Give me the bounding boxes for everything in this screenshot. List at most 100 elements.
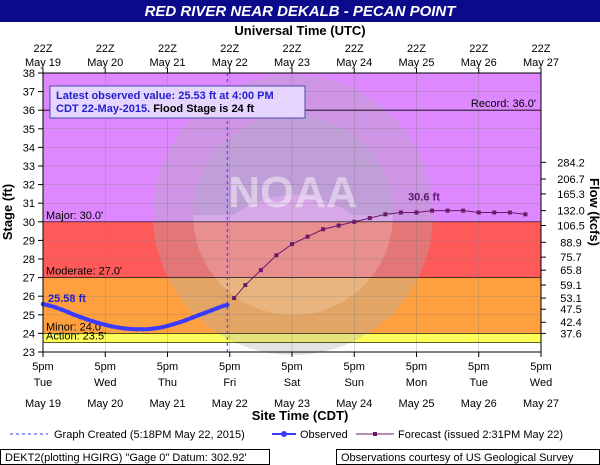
cdt-tick-time: 5pm <box>468 361 489 373</box>
stage-tick-label: 28 <box>23 254 35 266</box>
utc-tick-time: 22Z <box>469 43 488 55</box>
stage-tick-label: 24 <box>23 328 35 340</box>
stage-tick-label: 31 <box>23 198 35 210</box>
cdt-tick-day: Sun <box>344 377 364 389</box>
cdt-tick-date: May 20 <box>87 398 123 410</box>
legend-observed: Observed <box>300 429 348 441</box>
infobox-background <box>49 85 306 119</box>
threshold-label-major: Major: 30.0' <box>46 210 103 222</box>
utc-tick-time: 22Z <box>220 43 239 55</box>
cdt-tick-date: May 19 <box>25 398 61 410</box>
observed-point <box>215 305 220 311</box>
threshold-label-minor: Minor: 24.0' <box>46 321 103 333</box>
footer-datum: DEKT2(plotting HGIRG) "Gage 0" Datum: 30… <box>5 452 247 464</box>
utc-tick-date: May 21 <box>149 57 185 69</box>
flow-tick-label: 59.1 <box>560 280 581 292</box>
forecast-point <box>321 227 326 232</box>
right-axis-title: Flow (kcfs) <box>587 178 600 246</box>
utc-tick-date: May 22 <box>212 57 248 69</box>
flow-tick-label: 47.5 <box>560 304 581 316</box>
flow-tick-label: 284.2 <box>557 157 585 169</box>
utc-tick-time: 22Z <box>345 43 364 55</box>
observed-point <box>47 303 52 308</box>
cdt-tick-day: Tue <box>469 377 488 389</box>
legend: Graph Created (5:18PM May 22, 2015) Obse… <box>10 429 563 441</box>
flow-tick-label: 206.7 <box>557 174 585 186</box>
watermark-bird <box>193 115 393 215</box>
utc-tick-date: May 19 <box>25 57 61 69</box>
flow-tick-label: 165.3 <box>557 189 585 201</box>
observed-point <box>59 307 64 312</box>
observed-point <box>84 317 89 322</box>
cdt-tick-day: Wed <box>530 377 552 389</box>
axes: 23 24 25 26 27 28 29 30 31 32 33 34 35 36 37 38 37.642.4… <box>23 43 585 410</box>
observed-point <box>140 327 145 332</box>
left-axis-title: Stage (ft) <box>0 184 15 240</box>
flow-tick-label: 106.5 <box>557 221 585 233</box>
observed-point <box>225 302 230 308</box>
flow-tick-label: 53.1 <box>560 293 581 305</box>
forecast-point <box>507 210 512 215</box>
stage-tick-label: 38 <box>23 68 35 80</box>
flow-tick-label: 75.7 <box>560 252 581 264</box>
forecast-point <box>290 242 294 247</box>
stage-tick-label: 27 <box>23 273 35 285</box>
utc-tick-date: May 27 <box>523 57 559 69</box>
chart-title: RED RIVER NEAR DEKALB - PECAN POINT <box>145 3 458 20</box>
observed-point <box>165 323 170 329</box>
cdt-tick-date: May 21 <box>149 398 185 410</box>
stage-tick-label: 25 <box>23 310 35 322</box>
cdt-tick-time: 5pm <box>281 361 302 373</box>
flow-tick-label: 132.0 <box>557 206 585 218</box>
forecast-point <box>383 212 388 217</box>
infobox-line1: Latest observed value: 25.53 ft at 4:00 … <box>56 90 274 102</box>
forecast-point <box>367 216 372 221</box>
latest-value-infobox: Latest observed value: 25.53 ft at 4:00 … <box>49 85 306 119</box>
utc-tick-time: 22Z <box>96 43 115 55</box>
observed-point <box>146 326 152 332</box>
forecast-point <box>398 210 403 215</box>
observed-point <box>208 308 214 313</box>
forecast-point <box>258 268 263 273</box>
forecast-point <box>430 208 435 213</box>
forecast-point <box>305 234 310 239</box>
forecast-point <box>274 253 279 258</box>
observed-point <box>96 320 102 326</box>
infobox-line2-date: CDT 22-May-2015. <box>56 103 150 115</box>
cdt-tick-time: 5pm <box>344 361 365 373</box>
utc-tick-date: May 23 <box>274 57 310 69</box>
cdt-tick-date: May 27 <box>523 398 559 410</box>
forecast-peak-label: 30.6 ft <box>408 192 440 204</box>
cdt-tick-time: 5pm <box>32 361 53 373</box>
cdt-tick-day: Mon <box>406 377 427 389</box>
bottom-axis-title: Site Time (CDT) <box>252 408 349 423</box>
top-axis-title: Universal Time (UTC) <box>234 23 365 38</box>
cdt-tick-day: Fri <box>223 377 236 389</box>
utc-tick-date: May 20 <box>87 57 123 69</box>
stage-tick-label: 36 <box>23 105 35 117</box>
observed-point <box>152 326 158 331</box>
utc-tick-time: 22Z <box>158 43 177 55</box>
utc-tick-time: 22Z <box>34 43 53 55</box>
forecast-point <box>445 208 450 213</box>
title-bar <box>0 0 600 22</box>
legend-forecast-marker <box>373 432 377 436</box>
observed-point <box>202 310 208 316</box>
stage-tick-label: 32 <box>23 180 35 192</box>
forecast-point <box>243 283 248 288</box>
forecast-point <box>352 219 357 224</box>
utc-tick-date: May 25 <box>398 57 434 69</box>
cdt-tick-time: 5pm <box>157 361 178 373</box>
watermark-inner-disc <box>193 115 393 315</box>
cdt-tick-date: May 22 <box>212 398 248 410</box>
utc-tick-date: May 26 <box>461 57 497 69</box>
utc-tick-time: 22Z <box>407 43 426 55</box>
observed-point <box>109 324 114 329</box>
series-layer: 25.58 ft 30.6 ft <box>40 73 528 352</box>
flow-tick-label: 37.6 <box>560 328 581 340</box>
threshold-label-action: Action: 23.5' <box>46 331 106 343</box>
stage-tick-label: 26 <box>23 291 35 303</box>
threshold-label-moderate: Moderate: 27.0' <box>46 266 122 278</box>
cdt-tick-time: 5pm <box>406 361 427 373</box>
